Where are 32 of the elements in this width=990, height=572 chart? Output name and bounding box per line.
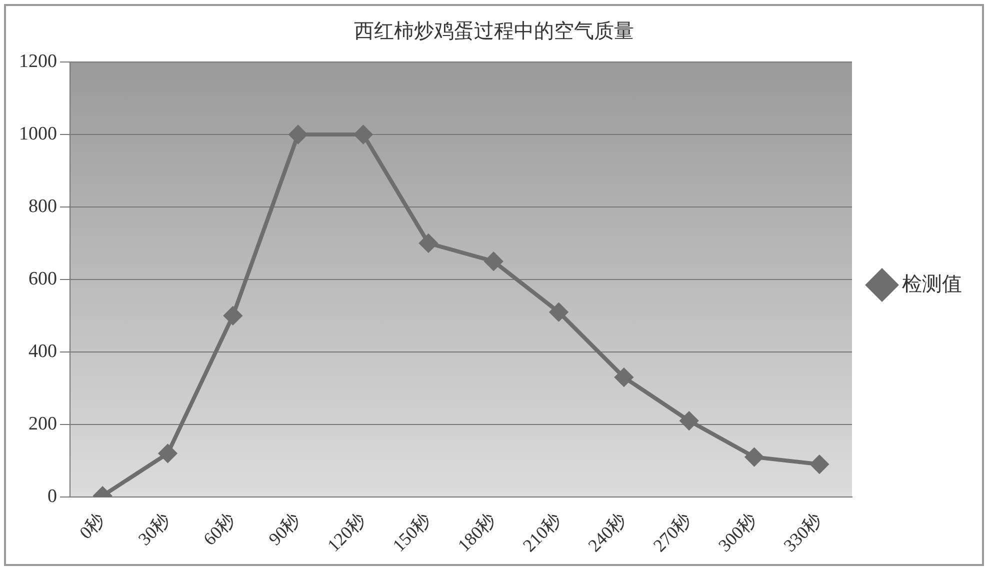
x-tick-label: 240秒	[584, 510, 630, 556]
x-tick-label: 180秒	[454, 510, 500, 556]
y-tick-label: 200	[28, 413, 57, 434]
legend-label: 检测值	[902, 273, 962, 296]
chart-title: 西红柿炒鸡蛋过程中的空气质量	[354, 20, 634, 42]
x-tick-label: 60秒	[199, 510, 240, 550]
y-tick-label: 600	[28, 268, 57, 290]
x-tick-label: 300秒	[714, 510, 760, 556]
x-tick-label: 270秒	[649, 510, 696, 556]
point	[550, 303, 568, 322]
x-tick-label: 120秒	[323, 510, 370, 556]
point	[484, 252, 503, 270]
point	[224, 306, 242, 325]
point	[289, 125, 308, 144]
y-tick-label: 1000	[19, 123, 57, 144]
x-tick-label: 90秒	[264, 510, 304, 550]
y-tick-label: 0	[48, 486, 57, 507]
y-tick-label: 400	[28, 340, 57, 362]
y-tick-label: 800	[28, 196, 57, 217]
point	[745, 448, 764, 466]
point	[614, 368, 633, 386]
point	[810, 455, 828, 474]
x-tick-label: 210秒	[518, 510, 565, 556]
point	[419, 234, 438, 252]
point	[158, 444, 177, 462]
point	[680, 412, 698, 430]
x-tick-label: 150秒	[388, 510, 435, 556]
x-tick-label: 0秒	[76, 510, 109, 543]
point	[354, 125, 372, 144]
x-tick-label: 30秒	[134, 510, 174, 550]
y-tick-label: 1200	[19, 50, 57, 72]
x-tick-label: 330秒	[780, 510, 826, 556]
